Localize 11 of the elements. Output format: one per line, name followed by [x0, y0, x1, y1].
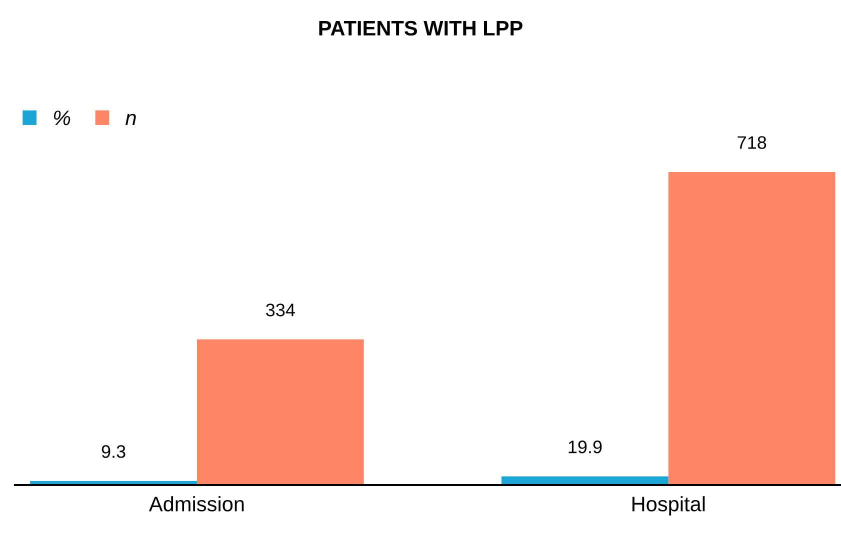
x-tick-label: Hospital: [632, 496, 705, 516]
data-label: 334: [266, 304, 295, 316]
legend-label: n: [126, 114, 136, 126]
legend-label: %: [54, 110, 70, 126]
data-label: 718: [738, 136, 766, 149]
data-label: 9.3: [102, 445, 126, 458]
x-tick-label: Admission: [148, 496, 244, 512]
bar: [196, 339, 364, 485]
data-label: 19.9: [568, 440, 602, 454]
chart-title: PATIENTS WITH LPP: [319, 20, 522, 36]
bar: [668, 172, 836, 485]
